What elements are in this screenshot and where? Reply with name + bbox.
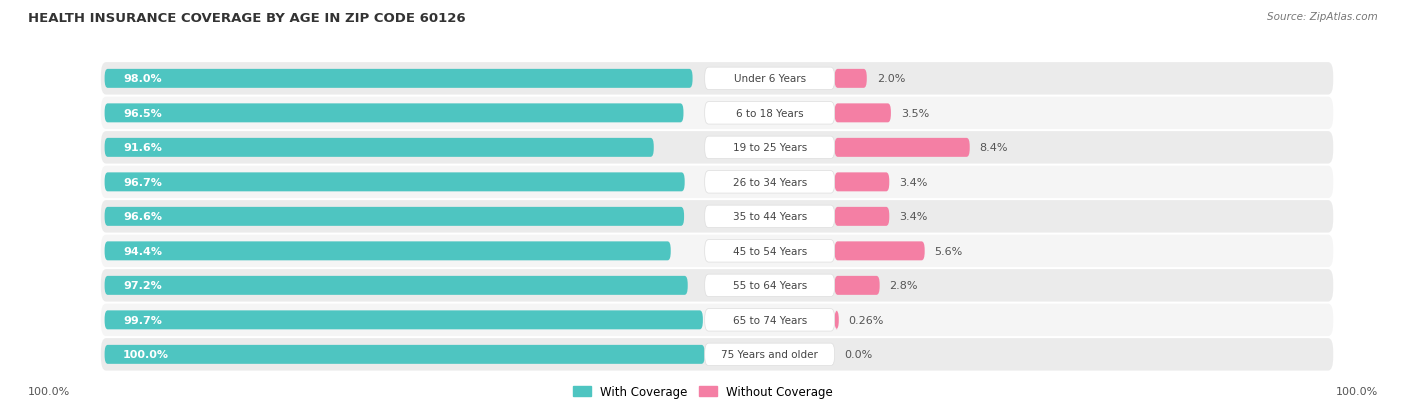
Text: 35 to 44 Years: 35 to 44 Years xyxy=(733,212,807,222)
Text: 96.7%: 96.7% xyxy=(124,178,162,188)
FancyBboxPatch shape xyxy=(101,270,1333,302)
Text: 0.0%: 0.0% xyxy=(845,349,873,359)
Text: 6 to 18 Years: 6 to 18 Years xyxy=(735,109,803,119)
FancyBboxPatch shape xyxy=(704,137,835,159)
Text: 98.0%: 98.0% xyxy=(124,74,162,84)
Text: 2.8%: 2.8% xyxy=(890,281,918,291)
FancyBboxPatch shape xyxy=(835,138,970,157)
FancyBboxPatch shape xyxy=(704,309,835,331)
FancyBboxPatch shape xyxy=(101,235,1333,268)
Text: Source: ZipAtlas.com: Source: ZipAtlas.com xyxy=(1267,12,1378,22)
FancyBboxPatch shape xyxy=(704,343,835,366)
FancyBboxPatch shape xyxy=(835,242,925,261)
FancyBboxPatch shape xyxy=(101,132,1333,164)
FancyBboxPatch shape xyxy=(104,207,685,226)
FancyBboxPatch shape xyxy=(104,311,703,330)
FancyBboxPatch shape xyxy=(704,68,835,90)
Text: 2.0%: 2.0% xyxy=(877,74,905,84)
Text: 100.0%: 100.0% xyxy=(28,387,70,396)
Text: Under 6 Years: Under 6 Years xyxy=(734,74,806,84)
FancyBboxPatch shape xyxy=(104,70,693,89)
FancyBboxPatch shape xyxy=(704,240,835,262)
FancyBboxPatch shape xyxy=(835,207,889,226)
FancyBboxPatch shape xyxy=(704,275,835,297)
Text: 100.0%: 100.0% xyxy=(1336,387,1378,396)
FancyBboxPatch shape xyxy=(104,345,704,364)
FancyBboxPatch shape xyxy=(704,171,835,194)
Text: 91.6%: 91.6% xyxy=(124,143,162,153)
FancyBboxPatch shape xyxy=(101,338,1333,371)
FancyBboxPatch shape xyxy=(101,97,1333,130)
Text: 3.5%: 3.5% xyxy=(901,109,929,119)
FancyBboxPatch shape xyxy=(101,166,1333,199)
Text: 75 Years and older: 75 Years and older xyxy=(721,349,818,359)
FancyBboxPatch shape xyxy=(101,201,1333,233)
Text: HEALTH INSURANCE COVERAGE BY AGE IN ZIP CODE 60126: HEALTH INSURANCE COVERAGE BY AGE IN ZIP … xyxy=(28,12,465,25)
Text: 99.7%: 99.7% xyxy=(124,315,162,325)
FancyBboxPatch shape xyxy=(835,70,866,89)
Text: 96.5%: 96.5% xyxy=(124,109,162,119)
Text: 0.26%: 0.26% xyxy=(849,315,884,325)
Text: 45 to 54 Years: 45 to 54 Years xyxy=(733,246,807,256)
FancyBboxPatch shape xyxy=(835,276,880,295)
Text: 3.4%: 3.4% xyxy=(900,212,928,222)
Text: 94.4%: 94.4% xyxy=(124,246,162,256)
FancyBboxPatch shape xyxy=(835,104,891,123)
FancyBboxPatch shape xyxy=(104,104,683,123)
Text: 19 to 25 Years: 19 to 25 Years xyxy=(733,143,807,153)
FancyBboxPatch shape xyxy=(101,63,1333,95)
Text: 3.4%: 3.4% xyxy=(900,178,928,188)
Text: 55 to 64 Years: 55 to 64 Years xyxy=(733,281,807,291)
FancyBboxPatch shape xyxy=(835,311,839,330)
Legend: With Coverage, Without Coverage: With Coverage, Without Coverage xyxy=(568,381,838,403)
FancyBboxPatch shape xyxy=(101,304,1333,336)
Text: 100.0%: 100.0% xyxy=(124,349,169,359)
FancyBboxPatch shape xyxy=(835,173,889,192)
FancyBboxPatch shape xyxy=(104,276,688,295)
FancyBboxPatch shape xyxy=(104,138,654,157)
FancyBboxPatch shape xyxy=(104,173,685,192)
FancyBboxPatch shape xyxy=(704,102,835,125)
Text: 5.6%: 5.6% xyxy=(935,246,963,256)
FancyBboxPatch shape xyxy=(704,206,835,228)
Text: 96.6%: 96.6% xyxy=(124,212,162,222)
Text: 97.2%: 97.2% xyxy=(124,281,162,291)
Text: 65 to 74 Years: 65 to 74 Years xyxy=(733,315,807,325)
Text: 8.4%: 8.4% xyxy=(980,143,1008,153)
FancyBboxPatch shape xyxy=(104,242,671,261)
Text: 26 to 34 Years: 26 to 34 Years xyxy=(733,178,807,188)
